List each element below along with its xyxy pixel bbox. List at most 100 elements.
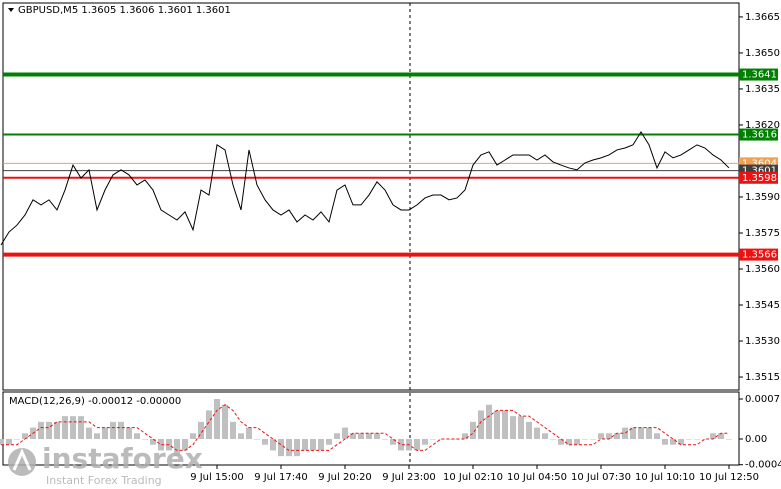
histogram-bar	[438, 439, 444, 440]
signal-line	[1, 404, 729, 451]
histogram-bar	[422, 439, 428, 445]
histogram-bar	[502, 410, 508, 439]
histogram-bar	[358, 433, 364, 439]
histogram-bar	[158, 439, 164, 451]
histogram-bar	[262, 439, 268, 445]
histogram-bar	[102, 427, 108, 439]
level-label: 1.3566	[742, 250, 777, 261]
histogram-bar	[542, 433, 548, 439]
x-tick-label: 10 Jul 10:10	[635, 472, 695, 483]
x-tick-label: 10 Jul 02:10	[443, 472, 503, 483]
histogram-bar	[510, 416, 516, 439]
watermark: instaforex Instant Forex Trading	[8, 442, 203, 487]
x-tick-label: 9 Jul 15:00	[190, 472, 244, 483]
y-tick-label: 1.3635	[745, 84, 780, 95]
watermark-brand: instaforex	[42, 442, 203, 475]
histogram-bar	[558, 439, 564, 445]
histogram-bar	[726, 439, 732, 440]
watermark-tagline: Instant Forex Trading	[46, 474, 162, 487]
level-label: 1.3598	[742, 173, 777, 184]
level-label: 1.3604	[742, 158, 777, 169]
level-label: 1.3601	[742, 166, 777, 177]
histogram-bar	[286, 439, 292, 457]
level-label-box	[739, 128, 778, 141]
x-tick-label: 9 Jul 23:00	[382, 472, 436, 483]
histogram-bar	[238, 433, 244, 439]
histogram-bar	[310, 439, 316, 451]
histogram-bar	[654, 433, 660, 439]
histogram-bar	[494, 410, 500, 439]
macd-title: MACD(12,26,9) -0.00012 -0.00000	[9, 396, 181, 407]
histogram-bar	[326, 439, 332, 445]
histogram-bar	[174, 439, 180, 457]
macd-panel	[2, 391, 740, 466]
histogram-bar	[566, 439, 572, 445]
histogram-bar	[398, 439, 404, 451]
y-tick-label: 1.3530	[745, 336, 780, 347]
histogram-bar	[462, 433, 468, 439]
x-tick-label: 10 Jul 07:30	[571, 472, 631, 483]
y-tick-label: 1.3560	[745, 264, 780, 275]
histogram-bar	[430, 439, 436, 440]
chart-title: GBPUSD,M5 1.3605 1.3606 1.3601 1.3601	[18, 5, 231, 16]
histogram-bar	[390, 439, 396, 445]
histogram-bar	[94, 433, 100, 439]
level-label: 1.3641	[742, 70, 777, 81]
histogram-bar	[526, 421, 532, 439]
histogram-bar	[606, 433, 612, 439]
histogram-bar	[622, 427, 628, 439]
histogram-bar	[254, 439, 260, 440]
histogram-bar	[54, 421, 60, 439]
histogram-bar	[470, 421, 476, 439]
histogram-bar	[214, 399, 220, 439]
histogram-bar	[222, 404, 228, 439]
histogram-bar	[230, 421, 236, 439]
histogram-bar	[630, 427, 636, 439]
histogram-bar	[702, 439, 708, 440]
logo-mark	[12, 448, 32, 471]
histogram-bar	[46, 421, 52, 439]
y-tick-label: 0.00	[745, 434, 767, 445]
histogram-bar	[198, 421, 204, 439]
symbol-arrow	[8, 8, 14, 12]
y-tick-label: 1.3545	[745, 300, 780, 311]
histogram-bar	[662, 439, 668, 445]
histogram-bar	[694, 439, 700, 440]
histogram-bar	[414, 439, 420, 451]
histogram-bar	[150, 439, 156, 445]
histogram-bar	[582, 439, 588, 440]
y-tick-label: 1.3665	[745, 12, 780, 23]
histogram-bar	[374, 433, 380, 439]
histogram-bar	[70, 416, 76, 439]
histogram-bar	[294, 439, 300, 457]
histogram-bar	[646, 427, 652, 439]
price-line	[0, 130, 730, 246]
histogram-bar	[614, 433, 620, 439]
histogram-bar	[534, 427, 540, 439]
y-tick-label: -0.00045	[745, 460, 781, 471]
histogram-bar	[86, 427, 92, 439]
y-tick-label: 1.3650	[745, 48, 780, 59]
histogram-bar	[62, 416, 68, 439]
level-label-box	[739, 171, 778, 184]
histogram-bar	[574, 439, 580, 445]
histogram-bar	[38, 421, 44, 439]
histogram-bar	[302, 439, 308, 451]
histogram-bar	[518, 416, 524, 439]
histogram-bar	[6, 439, 12, 445]
histogram-bar	[190, 433, 196, 439]
histogram-bar	[142, 439, 148, 440]
histogram-bar	[670, 439, 676, 445]
histogram-bar	[110, 421, 116, 439]
histogram-bar	[366, 433, 372, 439]
histogram-bar	[710, 433, 716, 439]
histogram-bar	[478, 410, 484, 439]
histogram-bar	[334, 433, 340, 439]
histogram-bar	[182, 439, 188, 451]
histogram-bar	[270, 439, 276, 451]
histogram-bar	[638, 427, 644, 439]
histogram-bar	[126, 427, 132, 439]
histogram-bar	[246, 427, 252, 439]
